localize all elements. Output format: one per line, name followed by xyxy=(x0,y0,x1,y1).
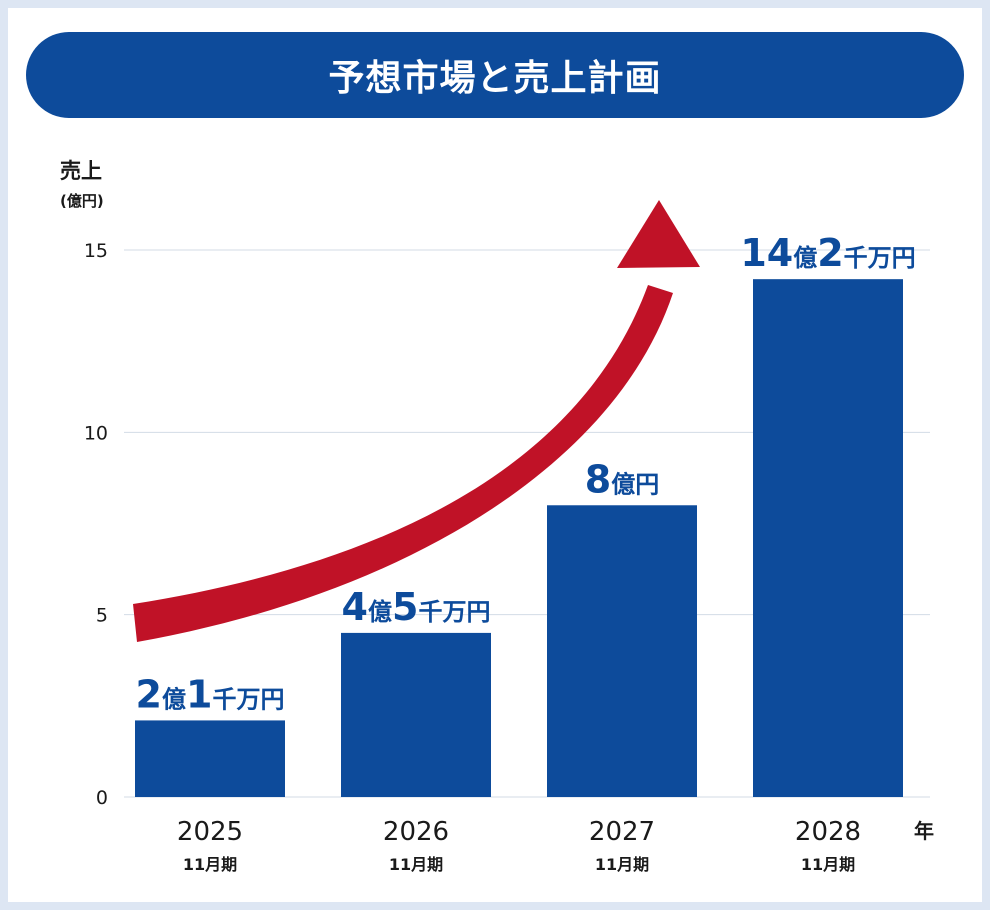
bar xyxy=(753,279,903,797)
x-axis-label: 年 xyxy=(914,819,934,843)
y-tick-label: 0 xyxy=(96,787,108,809)
chart-title: 予想市場と売上計画 xyxy=(26,32,964,118)
y-tick-label: 15 xyxy=(84,240,108,262)
data-label: 14億2千万円 xyxy=(740,231,915,275)
x-tick-sublabel: 11月期 xyxy=(389,855,443,874)
data-label: 4億5千万円 xyxy=(342,585,491,629)
x-tick-sublabel: 11月期 xyxy=(595,855,649,874)
bar xyxy=(135,720,285,797)
x-tick-label: 2028 xyxy=(795,817,861,847)
bar xyxy=(547,505,697,797)
trend-arrow-icon xyxy=(133,285,673,642)
trend-arrowhead-icon xyxy=(617,200,700,268)
y-axis-label: 売上 xyxy=(60,159,102,183)
y-tick-label: 5 xyxy=(96,605,108,627)
y-axis-unit: (億円) xyxy=(60,192,104,210)
data-label: 2億1千万円 xyxy=(136,672,285,716)
x-tick-sublabel: 11月期 xyxy=(183,855,237,874)
data-label: 8億円 xyxy=(585,457,659,501)
trend-arrow-layer xyxy=(133,200,700,642)
x-tick-label: 2027 xyxy=(589,817,655,847)
bars-layer xyxy=(135,279,903,797)
x-tick-sublabel: 11月期 xyxy=(801,855,855,874)
y-tick-label: 10 xyxy=(84,422,108,444)
bar xyxy=(341,632,491,797)
labels-layer: 2億1千万円 2025 11月期 4億5千万円 2026 11月期 8億円 2027 11月期 1… xyxy=(136,231,916,874)
x-tick-label: 2026 xyxy=(383,817,449,847)
x-tick-label: 2025 xyxy=(177,817,243,847)
